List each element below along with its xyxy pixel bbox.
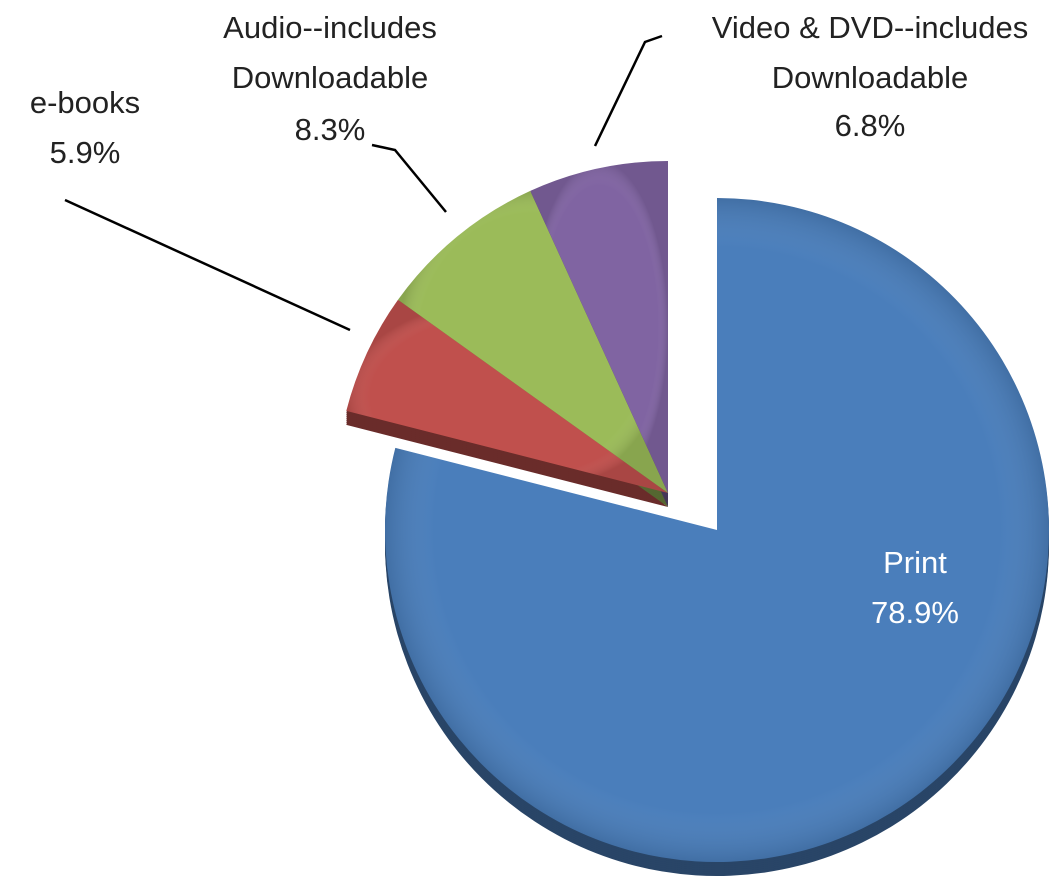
slice-shade bbox=[384, 198, 1049, 862]
leader-line bbox=[371, 143, 447, 213]
slice-shade bbox=[398, 190, 668, 493]
value-label: 78.9% bbox=[871, 595, 959, 630]
category-label: Video & DVD--includes Downloadable bbox=[712, 10, 1028, 95]
slice-shade bbox=[346, 299, 668, 493]
slice-shade bbox=[530, 161, 668, 493]
value-label: 8.3% bbox=[295, 112, 366, 147]
value-label: 5.9% bbox=[50, 135, 121, 170]
leader-line bbox=[64, 198, 351, 332]
category-label: e-books bbox=[30, 85, 140, 120]
leader-line bbox=[593, 34, 663, 147]
category-label: Print bbox=[883, 545, 947, 580]
category-label: Audio--includes Downloadable bbox=[223, 10, 437, 95]
value-label: 6.8% bbox=[835, 108, 906, 143]
